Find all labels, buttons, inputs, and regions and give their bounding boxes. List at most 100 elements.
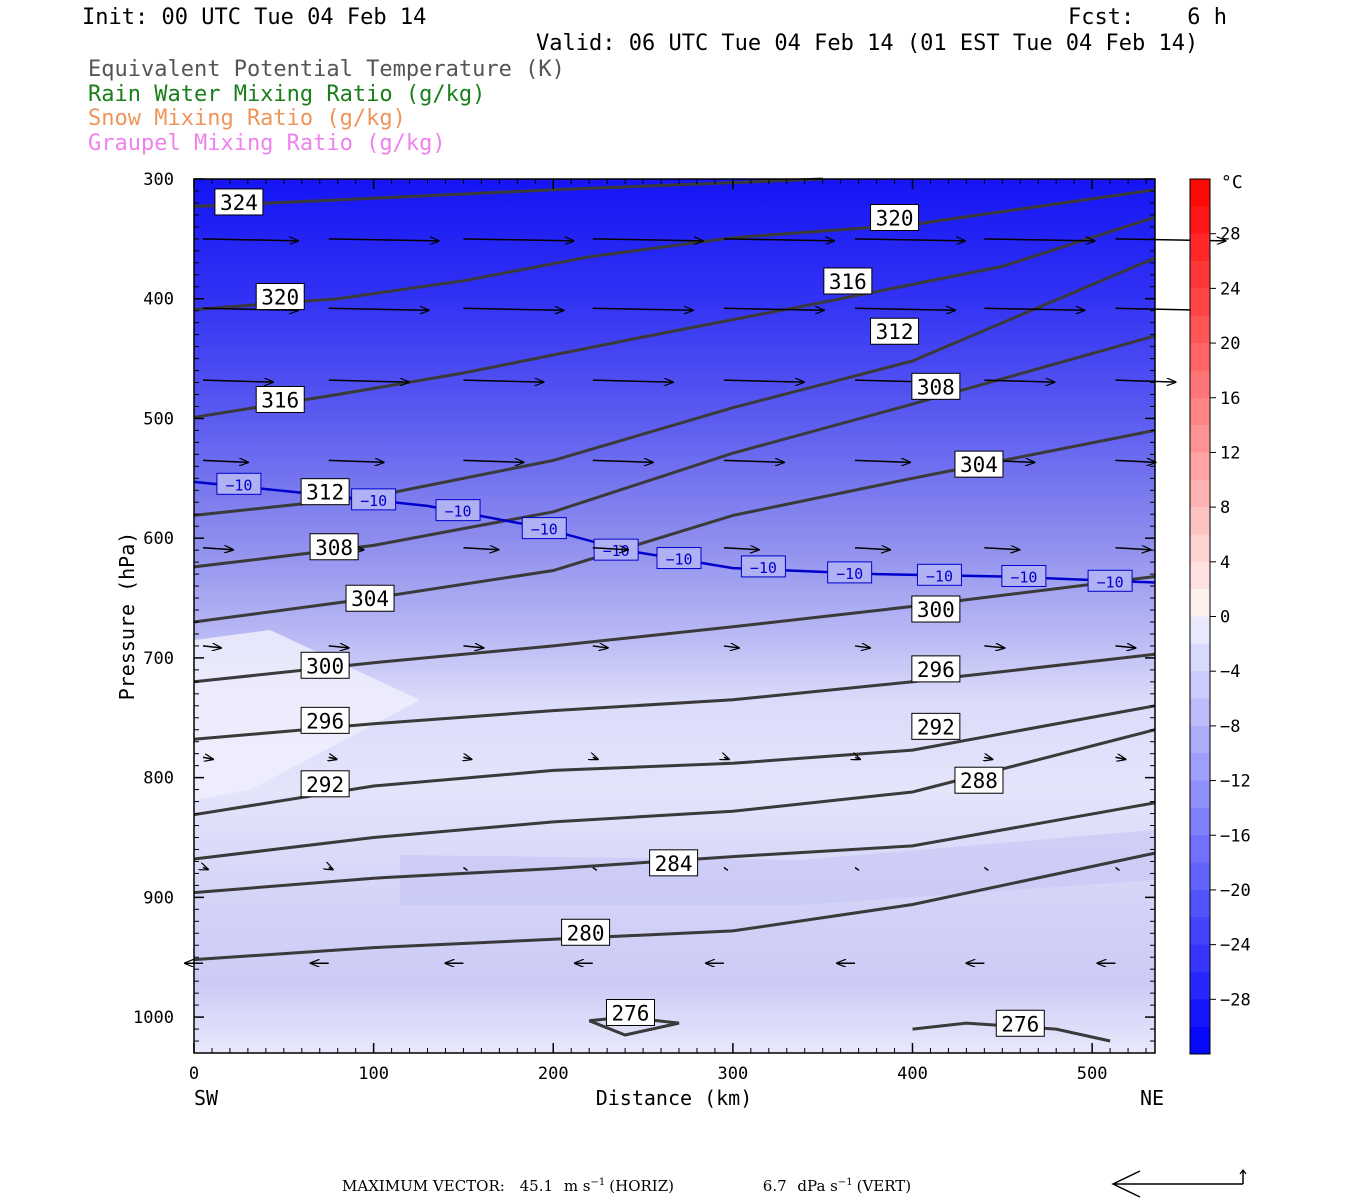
horiz-unit: m s — [564, 1177, 591, 1195]
wind-vector — [329, 867, 333, 869]
vert-exp: −1 — [838, 1177, 853, 1188]
theta-e-label-box — [870, 204, 920, 232]
colorbar-swatch — [1190, 370, 1210, 399]
temp-label-box — [1001, 564, 1047, 587]
temp-label-box — [827, 561, 873, 584]
wind-vector — [463, 308, 563, 310]
wind-vector — [984, 548, 1019, 550]
wind-vector — [202, 757, 213, 759]
temp-label-box — [216, 472, 262, 495]
x-tick-label: 500 — [1077, 1064, 1108, 1084]
temp-label-box — [521, 517, 567, 540]
plot-frame — [193, 178, 1156, 1054]
theta-e-label-box — [954, 766, 1004, 794]
temp-label: −10 — [531, 521, 558, 539]
theta-e-label-box — [954, 450, 1004, 478]
colorbar-swatch — [1190, 206, 1210, 235]
colorbar-tick-label: 8 — [1220, 498, 1230, 518]
wind-vector — [592, 380, 673, 382]
x-axis-right-end: NE — [1140, 1086, 1164, 1110]
wind-vector — [463, 380, 543, 382]
colorbar-swatch — [1190, 807, 1210, 836]
colorbar-swatch — [1190, 452, 1210, 481]
legend-rain: Rain Water Mixing Ratio (g/kg) — [88, 82, 486, 107]
colorbar-swatch — [1190, 835, 1210, 864]
theta-e-contour-324 — [193, 177, 823, 208]
wind-vector — [592, 308, 693, 310]
theta-e-label: 324 — [220, 191, 258, 215]
wind-vector — [723, 548, 759, 550]
colorbar: 28 24 20 16 12 8 4 0 −4 −8 −12 −16 −20 −24 −28 — [1189, 178, 1251, 1055]
temp-label-box — [435, 499, 481, 522]
forecast-hour: Fcst: 6 h — [1068, 5, 1227, 30]
theta-e-contour-316 — [193, 215, 1156, 419]
wind-vector — [984, 380, 1054, 382]
theta-e-label-box — [911, 655, 961, 683]
y-tick-label: 300 — [143, 170, 174, 190]
wind-vector — [855, 308, 955, 310]
colorbar-swatch — [1190, 643, 1210, 672]
wind-vector — [1115, 548, 1150, 550]
horiz-tag: (HORIZ) — [609, 1177, 674, 1195]
x-tick-label: 0 — [189, 1064, 199, 1084]
colorbar-swatch — [1190, 1026, 1210, 1055]
theta-e-label-box — [823, 267, 873, 295]
temp-label: −10 — [750, 559, 777, 577]
temp-label: −10 — [445, 503, 472, 521]
temp-label: −10 — [603, 542, 630, 560]
colorbar-swatch — [1190, 561, 1210, 590]
colorbar-tick-label: 16 — [1220, 389, 1240, 409]
wind-vector — [1115, 757, 1125, 759]
temp-label: −10 — [1010, 568, 1037, 586]
temp-label-box — [916, 563, 962, 586]
colorbar-swatch — [1190, 917, 1210, 946]
colorbar-swatch — [1190, 425, 1210, 453]
colorbar-swatch — [1190, 862, 1210, 891]
wind-vector — [592, 548, 628, 550]
wind-vector — [1115, 460, 1155, 462]
theta-e-label: 312 — [306, 481, 344, 505]
footer-max-vector: MAXIMUM VECTOR: 45.1 m s−1 (HORIZ) 6.7 dP… — [342, 1177, 911, 1195]
x-tick-label: 300 — [718, 1064, 749, 1084]
colorbar-tick-label: 12 — [1220, 443, 1240, 463]
x-axis-label: Distance (km) — [596, 1086, 753, 1110]
theta-e-label: 320 — [261, 286, 299, 310]
colorbar-tick-label: −8 — [1220, 717, 1240, 737]
theta-e-contour-288 — [193, 728, 1156, 861]
max-vector-label: MAXIMUM VECTOR: — [342, 1177, 505, 1195]
wind-vector — [983, 866, 989, 872]
temp-label: −10 — [926, 567, 953, 585]
theta-e-label: 316 — [261, 388, 299, 412]
theta-e-label-box — [300, 651, 350, 679]
colorbar-swatch — [1190, 397, 1210, 426]
colorbar-swatch — [1190, 343, 1210, 371]
wind-vector — [984, 646, 1004, 648]
y-tick-label: 1000 — [133, 1008, 174, 1028]
colorbar-swatch — [1190, 179, 1210, 207]
theta-e-label-box — [309, 533, 359, 561]
wind-vector — [854, 866, 860, 872]
horiz-value: 45.1 — [520, 1177, 553, 1195]
horiz-exp: −1 — [591, 1177, 606, 1188]
theta-e-label: 292 — [306, 773, 344, 797]
theta-e-label: 300 — [917, 598, 955, 622]
y-tick-label: 600 — [143, 529, 174, 549]
wind-vector — [462, 866, 468, 872]
theta-e-label: 292 — [917, 715, 955, 739]
x-tick-label: 400 — [897, 1064, 928, 1084]
theta-e-label: 312 — [876, 320, 914, 344]
wind-vector — [1115, 646, 1135, 648]
temperature-contour: −10 −10 −10 −10 −10 −10 −10 −10 −10 −10 −10 — [193, 472, 1156, 592]
theta-e-label: 304 — [351, 587, 389, 611]
theta-e-label: 284 — [655, 852, 693, 876]
wind-vector — [592, 239, 703, 241]
wind-vector — [202, 548, 233, 550]
theta-e-label-box — [649, 849, 699, 877]
colorbar-tick-label: 28 — [1220, 225, 1240, 245]
colorbar-tick-label: −16 — [1220, 826, 1251, 846]
legend-snow: Snow Mixing Ratio (g/kg) — [88, 106, 406, 131]
wind-vector — [463, 548, 498, 550]
x-tick-label: 100 — [358, 1064, 389, 1084]
theta-e-label: 316 — [829, 270, 867, 294]
legend-theta-e: Equivalent Potential Temperature (K) — [88, 57, 565, 82]
